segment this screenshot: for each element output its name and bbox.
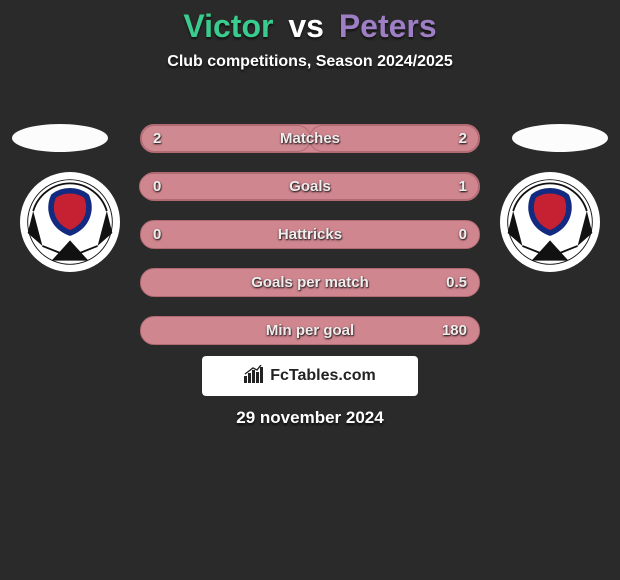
date-text: 29 november 2024 (0, 408, 620, 428)
stat-row: 0Goals1 (140, 172, 480, 201)
stat-value-right: 0.5 (446, 269, 467, 296)
title-player2: Peters (339, 8, 437, 44)
stat-value-right: 180 (442, 317, 467, 344)
comparison-card: Victor vs Peters Club competitions, Seas… (0, 0, 620, 580)
stat-value-right: 2 (459, 125, 467, 152)
subtitle: Club competitions, Season 2024/2025 (0, 53, 620, 71)
title-vs: vs (288, 8, 324, 44)
stat-label: Goals (141, 173, 479, 200)
brand-text: FcTables.com (270, 367, 376, 385)
player2-avatar (500, 172, 600, 272)
title-player1: Victor (183, 8, 273, 44)
bars-chart-icon (244, 365, 266, 388)
stat-row: 2Matches2 (140, 124, 480, 153)
stat-label: Min per goal (141, 317, 479, 344)
stat-label: Matches (141, 125, 479, 152)
stat-row: 0Hattricks0 (140, 220, 480, 249)
stat-label: Hattricks (141, 221, 479, 248)
page-title: Victor vs Peters (0, 0, 620, 45)
stat-row: Goals per match0.5 (140, 268, 480, 297)
stat-label: Goals per match (141, 269, 479, 296)
player1-marker (12, 124, 108, 152)
club-badge-soccer-icon (24, 176, 116, 268)
brand-badge[interactable]: FcTables.com (202, 356, 418, 396)
stat-value-right: 0 (459, 221, 467, 248)
stat-row: Min per goal180 (140, 316, 480, 345)
player2-marker (512, 124, 608, 152)
stats-rows: 2Matches20Goals10Hattricks0Goals per mat… (140, 124, 480, 364)
player1-avatar (20, 172, 120, 272)
stat-value-right: 1 (459, 173, 467, 200)
club-badge-soccer-icon (504, 176, 596, 268)
